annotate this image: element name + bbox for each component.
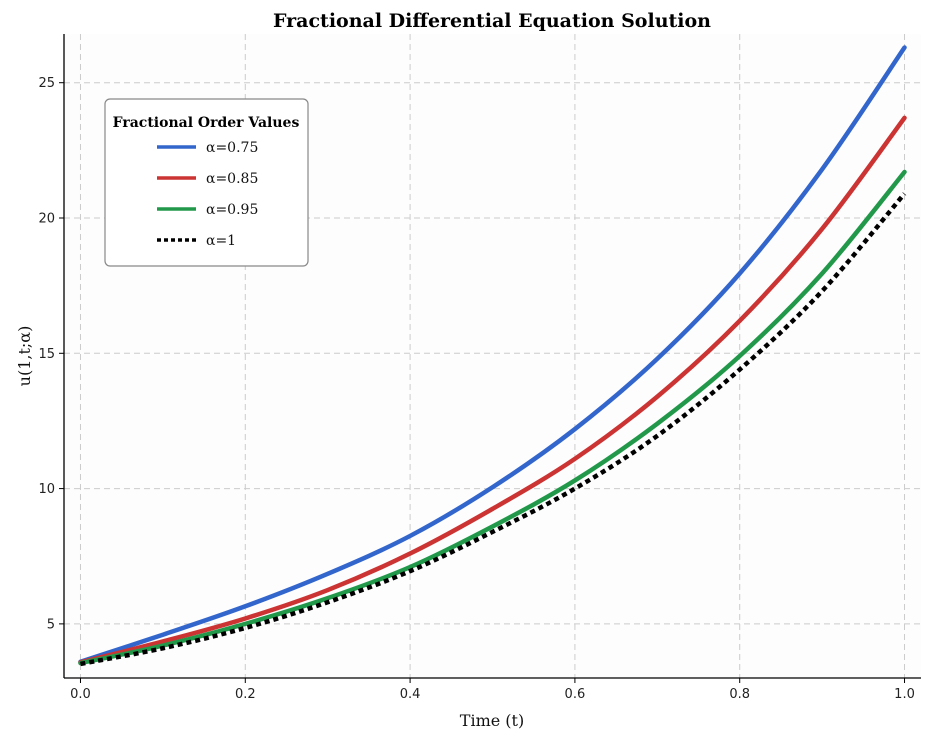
x-axis-label: Time (t): [460, 711, 524, 730]
y-tick-label: 20: [38, 212, 55, 227]
series-layer: [78, 45, 907, 667]
series-line-1: [78, 45, 907, 665]
legend: Fractional Order Values α=0.75α=0.85α=0.…: [104, 98, 309, 267]
legend-entries: α=0.75 α=0.85 α=0.95 α=1: [157, 140, 258, 249]
legend-box: [104, 98, 309, 267]
legend-label-4: α=1: [206, 233, 236, 249]
axes: [59, 34, 921, 683]
legend-label-3: α=0.95: [206, 202, 258, 218]
x-tick-label: 1.0: [894, 687, 915, 702]
series-line-2: [78, 115, 907, 665]
x-tick-label: 0.8: [729, 687, 750, 702]
y-tick-label: 25: [38, 76, 55, 91]
x-tick-label: 0.4: [400, 687, 421, 702]
x-tick-label: 0.0: [70, 687, 91, 702]
series-line-4: [80, 192, 907, 667]
legend-label-1: α=0.75: [206, 140, 258, 156]
legend-label-2: α=0.85: [206, 171, 258, 187]
y-tick-label: 15: [38, 347, 55, 362]
legend-title: Fractional Order Values: [113, 115, 300, 131]
y-tick-label: 10: [38, 482, 55, 497]
y-axis-label: u(1,t;α): [15, 326, 34, 387]
x-tick-label: 0.6: [565, 687, 586, 702]
tick-labels: 0.0 0.2 0.4 0.6 0.8 1.0 5 10 15 20 25: [38, 76, 914, 702]
x-tick-label: 0.2: [235, 687, 256, 702]
chart-title: Fractional Differential Equation Solutio…: [273, 10, 711, 32]
y-tick-label: 5: [47, 617, 55, 632]
series-line-3: [78, 169, 907, 666]
